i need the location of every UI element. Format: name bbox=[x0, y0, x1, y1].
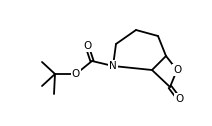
Text: O: O bbox=[83, 41, 91, 51]
Text: O: O bbox=[173, 65, 181, 75]
Text: O: O bbox=[175, 94, 183, 104]
Text: N: N bbox=[109, 61, 117, 71]
Text: O: O bbox=[72, 69, 80, 79]
